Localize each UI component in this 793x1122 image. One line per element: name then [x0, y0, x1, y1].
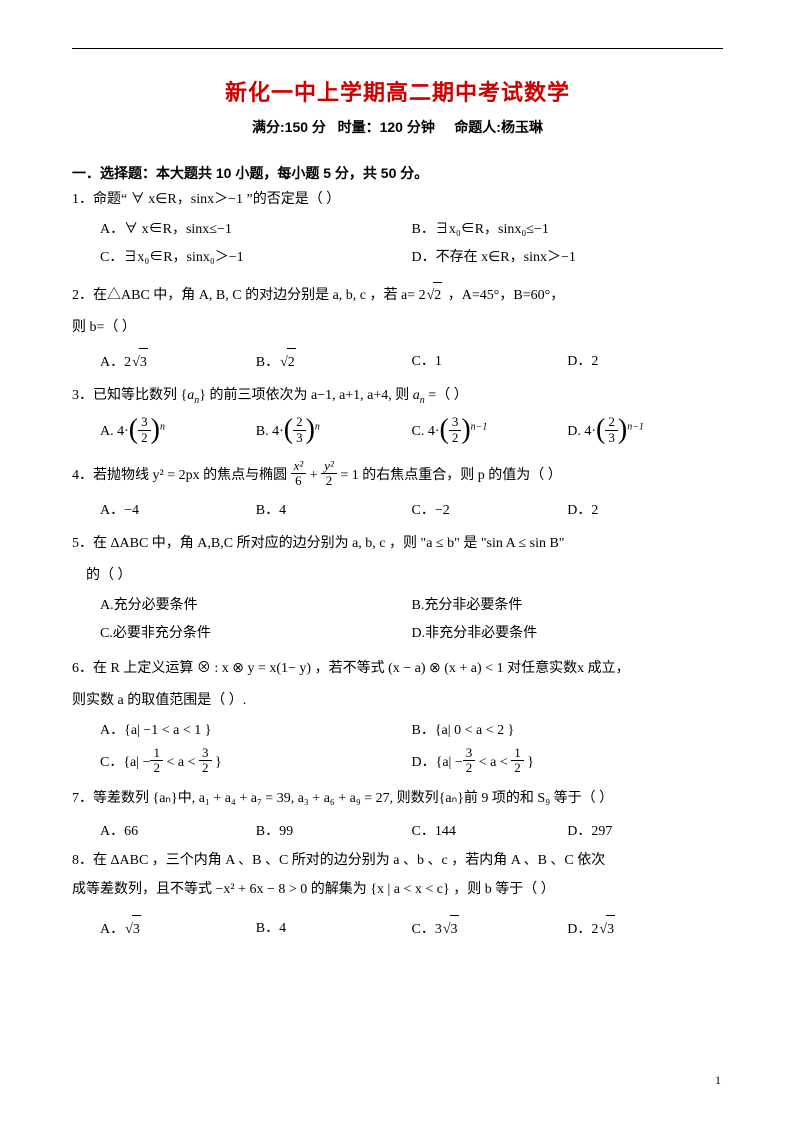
- author-label: 命题人:: [454, 119, 501, 135]
- question-6: 6．在 R 上定义运算 ⊗ : x ⊗ y = x(1− y) ，若不等式 (x…: [72, 656, 723, 683]
- q3-opt-d: D. 4·(23)n−1: [567, 417, 723, 447]
- q6-opt-b: B．{a| 0 < a < 2 }: [412, 717, 724, 745]
- q5-opt-d: D.非充分非必要条件: [412, 620, 724, 648]
- q6-opt-c: C．{a| −12 < a < 32 }: [100, 748, 412, 778]
- q2-opt-b: B．2: [256, 348, 412, 377]
- q3-opt-b: B. 4·(23)n: [256, 417, 412, 447]
- q8-opt-b: B．4: [256, 915, 412, 944]
- q8-opt-c: C．33: [412, 915, 568, 944]
- q8-opt-a: A．3: [100, 915, 256, 944]
- q1-opt-c: C．∃x₀∈R，sinx₀＞−1: [100, 244, 412, 272]
- q2-stem: 2．在△ABC 中，角 A, B, C 的对边分别是 a, b, c ，若 a=…: [72, 288, 426, 303]
- page: 新化一中上学期高二期中考试数学 满分:150 分 时量：120 分钟 命题人:杨…: [0, 0, 793, 1122]
- question-2: 2．在△ABC 中，角 A, B, C 的对边分别是 a, b, c ，若 a=…: [72, 282, 723, 310]
- q6-stem-line2: 则实数 a 的取值范围是（ ）.: [72, 688, 723, 715]
- q2-stem-line2: 则 b=（ ）: [72, 315, 723, 342]
- q5-opt-c: C.必要非充分条件: [100, 620, 412, 648]
- section-1-head: 一．选择题：本大题共 10 小题，每小题 5 分，共 50 分。: [72, 163, 723, 183]
- q7-opt-c: C．144: [412, 818, 568, 846]
- q4-opt-b: B．4: [256, 497, 412, 525]
- q2-opt-c: C．1: [412, 348, 568, 377]
- q2-stem-tail: ，A=45°，B=60°，: [444, 288, 564, 303]
- question-5: 5．在 ΔABC 中，角 A,B,C 所对应的边分别为 a, b, c ，则 "…: [72, 531, 723, 558]
- q2-opt-d: D．2: [567, 348, 723, 377]
- q8-opt-d: D．23: [567, 915, 723, 944]
- q3-options: A. 4·(32)n B. 4·(23)n C. 4·(32)n−1 D. 4·…: [72, 417, 723, 447]
- q4-stem-pre: 4．若抛物线 y² = 2px 的焦点与椭圆: [72, 468, 291, 483]
- q6-opt-a: A．{a| −1 < a < 1 }: [100, 717, 412, 745]
- page-number: 1: [715, 1073, 721, 1088]
- q4-options: A．−4 B．4 C．−2 D．2: [72, 497, 723, 525]
- question-1: 1．命题“ ∀ x∈R，sinx＞−1 ”的否定是（ ）: [72, 187, 723, 214]
- q8-stem-line2: 成等差数列，且不等式 −x² + 6x − 8 > 0 的解集为 {x | a …: [72, 877, 723, 904]
- question-8: 8．在 ΔABC ，三个内角 A 、B 、C 所对的边分别为 a 、b 、c ，…: [72, 848, 723, 875]
- q5-options: A.充分必要条件 B.充分非必要条件 C.必要非充分条件 D.非充分非必要条件: [72, 592, 723, 648]
- exam-subtitle: 满分:150 分 时量：120 分钟 命题人:杨玉琳: [72, 117, 723, 137]
- question-7: 7．等差数列 {aₙ}中, a₁ + a₄ + a₇ = 39, a₃ + a₆…: [72, 786, 723, 813]
- q7-opt-a: A．66: [100, 818, 256, 846]
- q1-options: A．∀ x∈R，sinx≤−1 B．∃x₀∈R，sinx₀≤−1 C．∃x₀∈R…: [72, 216, 723, 272]
- q5-opt-b: B.充分非必要条件: [412, 592, 724, 620]
- q5-stem-line2: 的（ ）: [72, 563, 723, 590]
- exam-title: 新化一中上学期高二期中考试数学: [72, 75, 723, 107]
- question-3: 3．已知等比数列 {an} 的前三项依次为 a−1, a+1, a+4, 则 a…: [72, 383, 723, 410]
- q8-options: A．3 B．4 C．33 D．23: [72, 915, 723, 944]
- duration: 时量：120 分钟: [338, 119, 435, 135]
- q4-opt-a: A．−4: [100, 497, 256, 525]
- q1-opt-a: A．∀ x∈R，sinx≤−1: [100, 216, 412, 244]
- q3-opt-c: C. 4·(32)n−1: [412, 417, 568, 447]
- q4-opt-d: D．2: [567, 497, 723, 525]
- q6-options-row2: C．{a| −12 < a < 32 } D．{a| −32 < a < 12 …: [72, 748, 723, 778]
- q2-options: A．23 B．2 C．1 D．2: [72, 348, 723, 377]
- q7-opt-d: D．297: [567, 818, 723, 846]
- full-score: 满分:150 分: [252, 119, 326, 135]
- q7-options: A．66 B．99 C．144 D．297: [72, 818, 723, 846]
- q3-stem-mid: 的前三项依次为 a−1, a+1, a+4, 则: [209, 388, 409, 403]
- question-4: 4．若抛物线 y² = 2px 的焦点与椭圆 x²6 + y²2 = 1 的右焦…: [72, 461, 723, 491]
- q7-opt-b: B．99: [256, 818, 412, 846]
- q1-opt-d: D．不存在 x∈R，sinx＞−1: [412, 244, 724, 272]
- q1-opt-b: B．∃x₀∈R，sinx₀≤−1: [412, 216, 724, 244]
- q1-stem: 1．命题“ ∀ x∈R，sinx＞−1 ”的否定是（ ）: [72, 192, 340, 207]
- top-rule: [72, 48, 723, 49]
- q3-stem-pre: 3．已知等比数列: [72, 388, 177, 403]
- q2-opt-a: A．23: [100, 348, 256, 377]
- q4-stem-tail: = 1 的右焦点重合，则 p 的值为（ ）: [340, 468, 561, 483]
- q6-options-row1: A．{a| −1 < a < 1 } B．{a| 0 < a < 2 }: [72, 717, 723, 745]
- q6-opt-d: D．{a| −32 < a < 12 }: [412, 748, 724, 778]
- q5-opt-a: A.充分必要条件: [100, 592, 412, 620]
- q3-opt-a: A. 4·(32)n: [100, 417, 256, 447]
- q4-opt-c: C．−2: [412, 497, 568, 525]
- author-name: 杨玉琳: [501, 119, 543, 135]
- q3-stem-tail: =（ ）: [428, 388, 467, 403]
